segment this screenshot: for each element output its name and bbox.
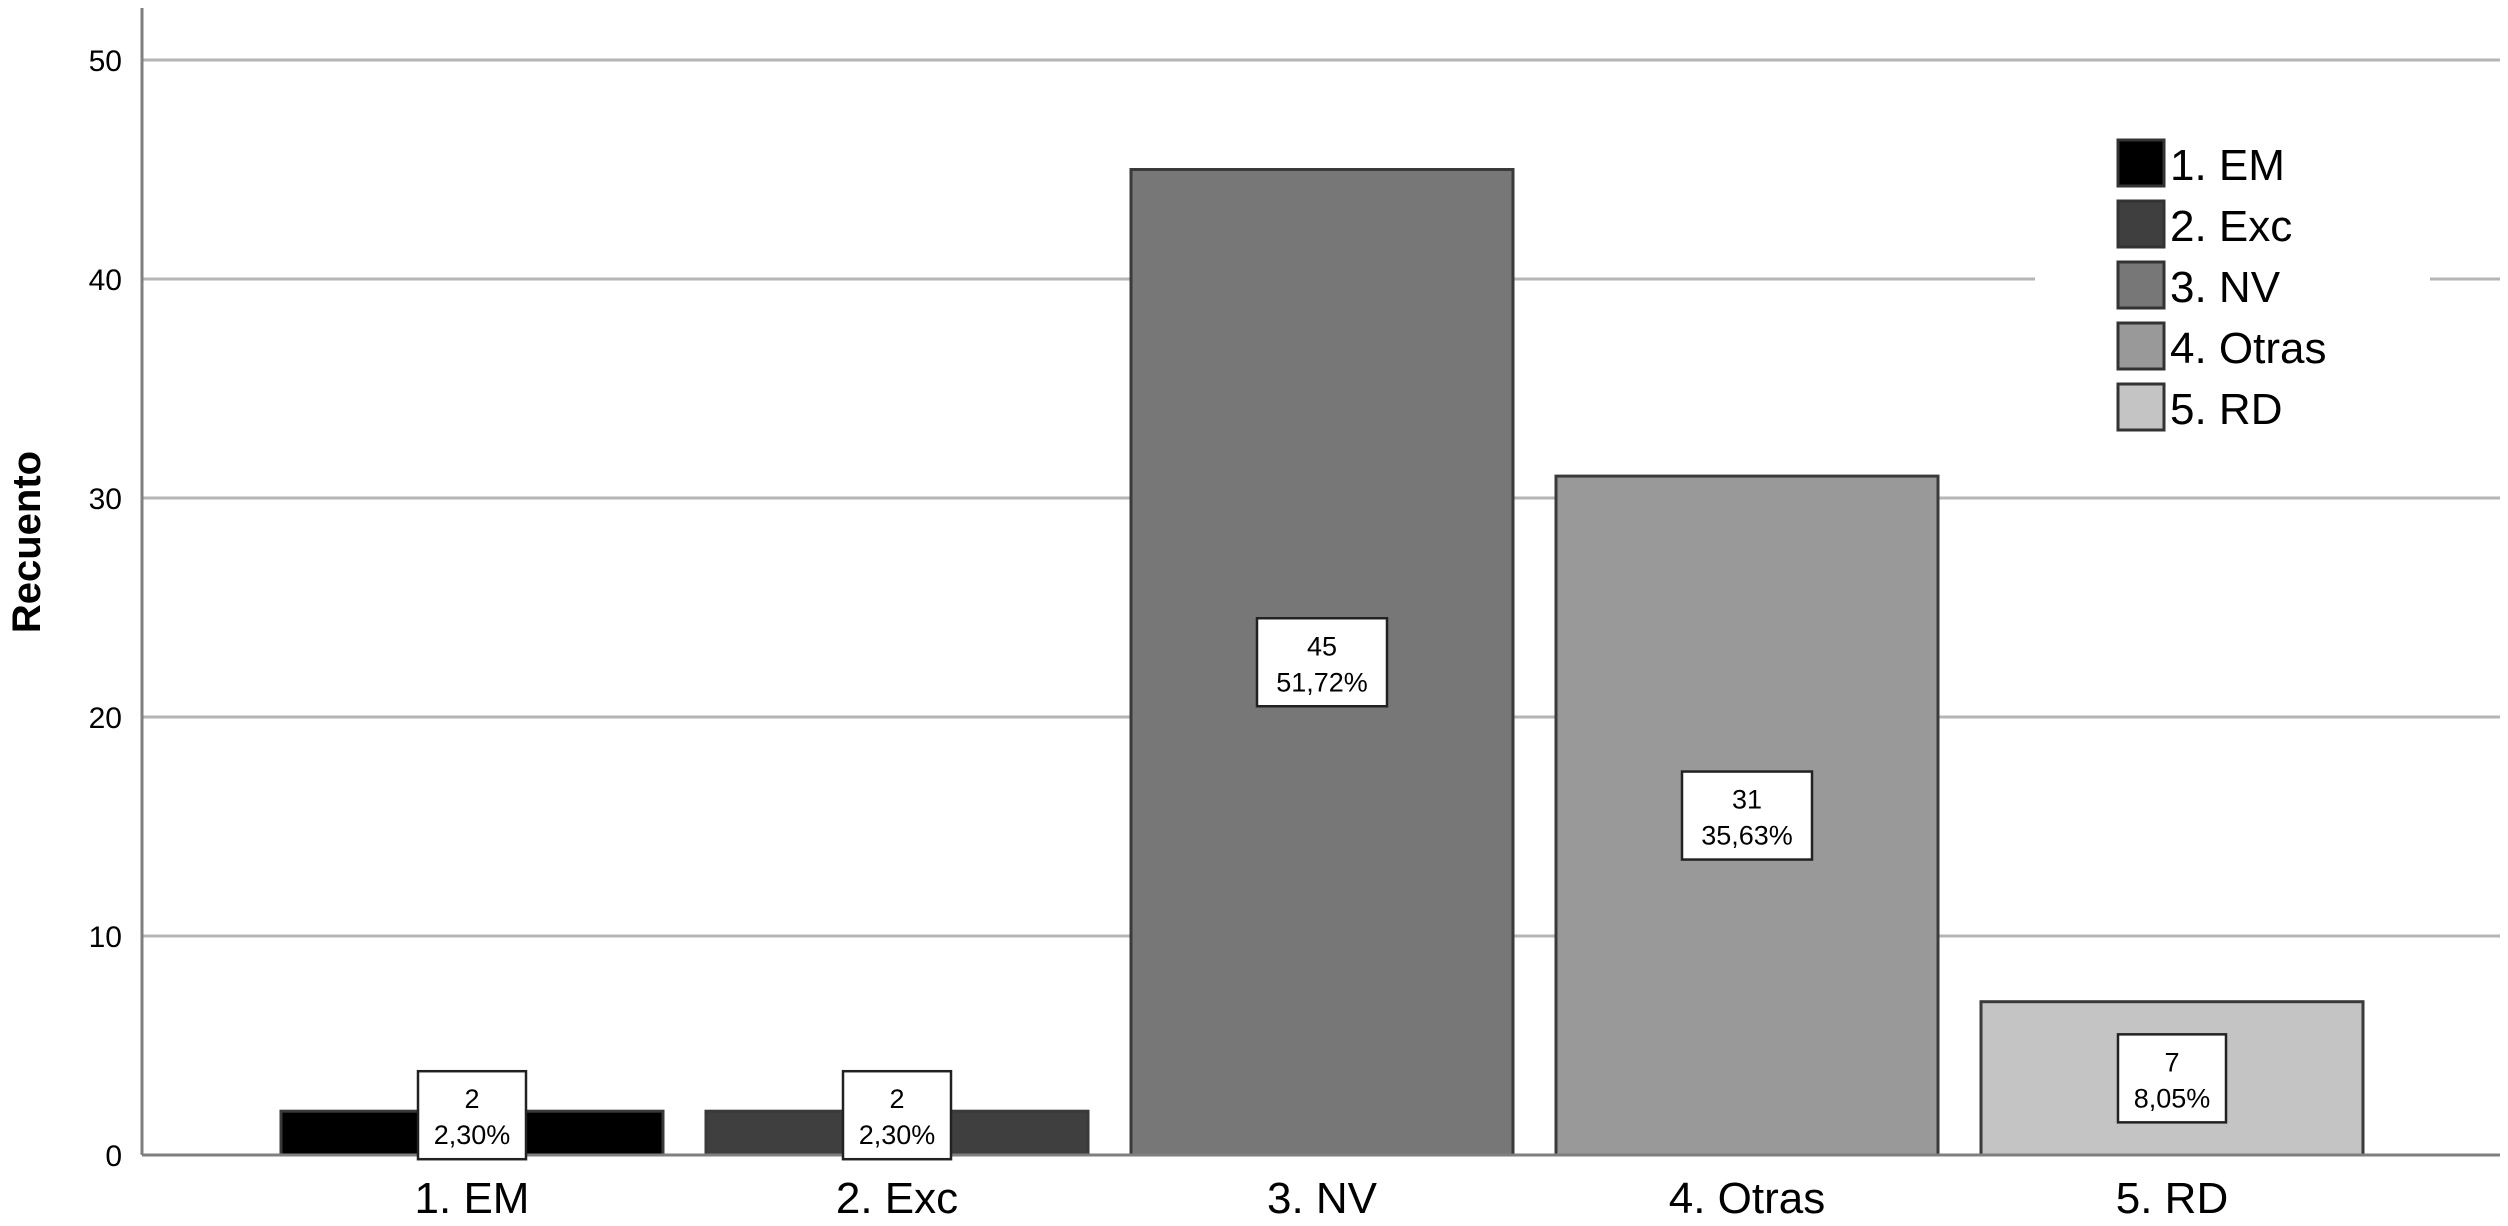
x-category-labels: 1. EM 2. Exc 3. NV 4. Otras 5. RD: [415, 1174, 2229, 1223]
data-label-count: 31: [1732, 785, 1762, 815]
y-tick-label: 10: [89, 921, 122, 954]
x-category-label: 2. Exc: [836, 1174, 958, 1223]
legend-swatch: [2116, 260, 2166, 310]
legend-background: [2035, 128, 2430, 438]
legend-entry-label: 5. RD: [2170, 385, 2282, 434]
legend-entry-label: 2. Exc: [2170, 202, 2292, 251]
y-axis-label: Recuento: [5, 451, 49, 633]
data-label-box: [2116, 1033, 2228, 1124]
data-label-box: [416, 1069, 528, 1161]
data-label-box: [841, 1069, 953, 1161]
x-category-label: 1. EM: [415, 1174, 530, 1223]
data-label-percent: 51,72%: [1276, 667, 1368, 697]
data-label-count: 2: [464, 1084, 479, 1114]
legend-swatch: [2116, 382, 2166, 432]
data-label-count: 2: [889, 1084, 904, 1114]
data-labels: 2 2,30% 2 2,30% 45 51,72% 31 35,63% 7 8,05%: [416, 617, 2228, 1161]
data-label-box: [1255, 617, 1389, 708]
y-tick-label: 40: [89, 264, 122, 297]
y-tick-label: 30: [89, 483, 122, 516]
y-tick-label: 0: [105, 1140, 122, 1173]
legend-swatch: [2116, 199, 2166, 249]
data-label-percent: 2,30%: [859, 1120, 936, 1150]
x-category-label: 4. Otras: [1669, 1174, 1826, 1223]
data-label-percent: 8,05%: [2134, 1083, 2211, 1113]
x-category-label: 3. NV: [1267, 1174, 1378, 1223]
y-tick-label: 50: [89, 45, 122, 78]
legend-entry-label: 1. EM: [2170, 141, 2285, 190]
x-category-label: 5. RD: [2116, 1174, 2228, 1223]
legend: 1. EM 2. Exc 3. NV 4. Otras 5. RD: [2035, 128, 2430, 438]
data-label-percent: 2,30%: [434, 1120, 511, 1150]
legend-entry-label: 3. NV: [2170, 263, 2281, 312]
legend-entry-label: 4. Otras: [2170, 324, 2327, 373]
legend-swatch: [2116, 138, 2166, 188]
legend-swatch: [2116, 321, 2166, 371]
data-label-percent: 35,63%: [1701, 821, 1793, 851]
y-tick-label: 20: [89, 702, 122, 735]
y-tick-labels: 0 10 20 30 40 50: [89, 45, 122, 1173]
data-label-count: 45: [1307, 631, 1337, 661]
data-label-count: 7: [2164, 1047, 2179, 1077]
data-label-box: [1680, 770, 1814, 861]
axes: [140, 8, 2500, 1157]
